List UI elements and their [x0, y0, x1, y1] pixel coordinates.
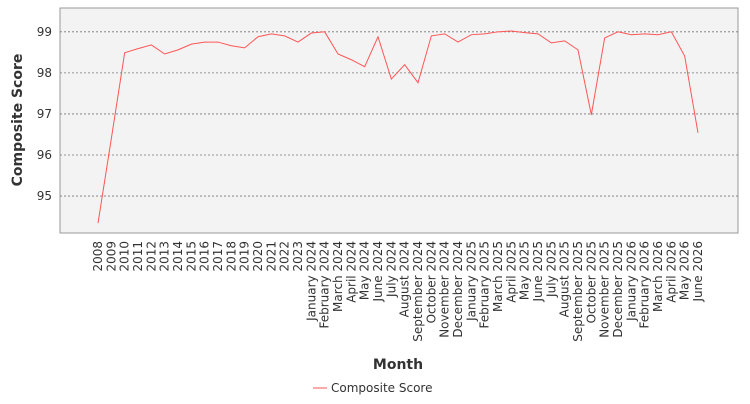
- x-tick-label: October 2025: [584, 241, 598, 323]
- x-tick-label: 2020: [251, 241, 265, 272]
- x-tick-label: October 2024: [424, 241, 438, 323]
- x-tick-label: March 2025: [491, 241, 505, 312]
- x-tick-label: February 2024: [318, 241, 332, 329]
- x-tick-label: 2016: [198, 241, 212, 272]
- x-tick-label: June 2024: [371, 241, 385, 303]
- x-tick-label: April 2026: [664, 241, 678, 303]
- x-tick-label: 2019: [238, 241, 252, 272]
- x-tick-label: January 2025: [464, 241, 478, 322]
- x-tick-label: 2023: [291, 241, 305, 272]
- x-tick-label: March 2026: [651, 241, 665, 312]
- x-tick-label: 2008: [91, 241, 105, 272]
- x-tick-label: 2010: [118, 241, 132, 272]
- x-tick-label: 2013: [158, 241, 172, 272]
- x-tick-label: May 2025: [518, 241, 532, 300]
- x-tick-label: 2017: [211, 241, 225, 272]
- x-tick-label: July 2025: [544, 241, 558, 298]
- x-tick-label: July 2024: [384, 241, 398, 298]
- x-tick-label: 2014: [171, 241, 185, 272]
- x-tick-label: 2021: [264, 241, 278, 272]
- x-tick-label: May 2026: [678, 241, 692, 300]
- plot-area: [59, 7, 739, 234]
- x-tick-label: September 2024: [411, 241, 425, 342]
- x-tick-label: 2011: [131, 241, 145, 272]
- x-tick-label: 2018: [224, 241, 238, 272]
- x-tick-label: May 2024: [358, 241, 372, 300]
- y-tick-label: 98: [37, 66, 52, 80]
- y-tick-label: 97: [37, 107, 52, 121]
- data-line: [97, 30, 699, 224]
- x-axis-title: Month: [373, 357, 423, 373]
- x-tick-label: February 2025: [478, 241, 492, 329]
- x-tick-label: 2009: [104, 241, 118, 272]
- x-tick-label: November 2024: [438, 241, 452, 338]
- x-tick-label: September 2025: [571, 241, 585, 342]
- x-tick-label: February 2026: [638, 241, 652, 329]
- y-tick-label: 99: [37, 25, 52, 39]
- x-tick-label: January 2024: [304, 241, 318, 322]
- x-tick-label: August 2024: [398, 241, 412, 317]
- y-tick-label: 95: [37, 189, 52, 203]
- x-tick-label: June 2026: [691, 241, 705, 303]
- x-tick-label: December 2025: [611, 241, 625, 338]
- x-tick-label: April 2024: [344, 241, 358, 303]
- y-axis-title: Composite Score: [10, 54, 26, 187]
- x-tick-label: August 2025: [558, 241, 572, 317]
- x-tick-label: June 2025: [531, 241, 545, 303]
- y-tick-label: 96: [37, 148, 52, 162]
- x-tick-label: March 2024: [331, 241, 345, 312]
- x-tick-label: 2022: [278, 241, 292, 272]
- legend-label: Composite Score: [331, 381, 432, 395]
- x-tick-label: 2015: [184, 241, 198, 272]
- x-tick-label: November 2025: [598, 241, 612, 338]
- x-tick-label: January 2026: [624, 241, 638, 322]
- x-tick-label: April 2025: [504, 241, 518, 303]
- x-tick-label: December 2024: [451, 241, 465, 338]
- x-tick-label: 2012: [144, 241, 158, 272]
